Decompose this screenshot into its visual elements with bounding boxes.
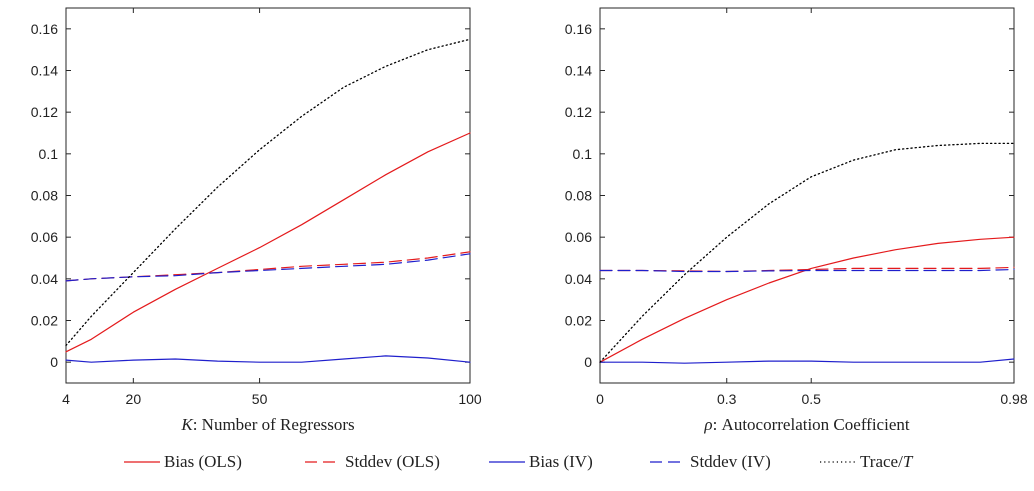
legend: Bias (OLS) Stddev (OLS) Bias (IV) Stddev (I… [124,452,914,471]
legend-label-text: Bias (OLS) [164,452,242,471]
y-tick-label: 0.06 [31,229,58,245]
x-tick-label: 4 [62,391,70,407]
legend-label-trace-t: Trace/T [860,452,914,471]
y-tick-label: 0.1 [573,146,593,162]
x-tick-label: 50 [252,391,268,407]
y-tick-label: 0 [584,354,592,370]
y-tick-label: 0.16 [31,21,58,37]
y-tick-label: 0.12 [565,104,592,120]
x-axis-variable: K [180,415,194,434]
series-line-bias-iv [65,355,471,363]
legend-label-text: Stddev (OLS) [345,452,440,471]
legend-label-text: Bias (IV) [529,452,593,471]
series-line-bias-ols [599,236,1015,363]
y-tick-label: 0.16 [565,21,592,37]
legend-label-text: Stddev (IV) [690,452,771,471]
y-tick-label: 0.02 [31,313,58,329]
chart-panel-left: 0 0.02 0.04 0.06 0.08 0.1 0.12 0.14 0.16 4 20 50 100… [31,7,482,434]
y-tick-label: 0.14 [565,63,592,79]
series-line-trace-t [65,38,471,347]
y-tick-label: 0.06 [565,229,592,245]
y-tick-label: 0.04 [31,271,58,287]
y-tick-label: 0.02 [565,313,592,329]
legend-label-bias-iv: Bias (IV) [529,452,593,471]
y-tick-label: 0 [50,354,58,370]
series-line-bias-iv [599,358,1015,364]
axes-box [599,7,1015,384]
x-tick-label: 0.98 [1000,391,1027,407]
x-tick-label: 0 [596,391,604,407]
x-tick-label: 0.5 [801,391,821,407]
y-tick-label: 0.08 [565,188,592,204]
chart-panel-right: 0 0.02 0.04 0.06 0.08 0.1 0.12 0.14 0.16 0 0.3 0.5 0… [565,7,1028,434]
y-tick-label: 0.14 [31,63,58,79]
legend-label-variable: T [903,452,914,471]
series-line-stddev-iv [65,253,471,282]
axes-box [65,7,471,384]
legend-label-stddev-ols: Stddev (OLS) [345,452,440,471]
x-axis-title: K: Number of Regressors [180,415,354,434]
y-tick-label: 0.1 [39,146,59,162]
x-axis-variable: ρ [703,415,712,434]
series-line-bias-ols [65,132,471,353]
y-tick-label: 0.04 [565,271,592,287]
y-tick-label: 0.12 [31,104,58,120]
series-line-stddev-iv [599,268,1015,273]
x-axis-title: ρ: Autocorrelation Coefficient [703,415,909,434]
x-tick-label: 20 [126,391,142,407]
legend-label-stddev-iv: Stddev (IV) [690,452,771,471]
legend-label-text: Trace/ [860,452,903,471]
x-axis-label-text: : Number of Regressors [193,415,355,434]
series-line-trace-t [599,142,1015,363]
series-line-stddev-ols [599,266,1015,273]
x-tick-label: 100 [458,391,482,407]
x-tick-label: 0.3 [717,391,737,407]
legend-label-bias-ols: Bias (OLS) [164,452,242,471]
x-axis-label-text: : Autocorrelation Coefficient [713,415,910,434]
y-tick-label: 0.08 [31,188,58,204]
